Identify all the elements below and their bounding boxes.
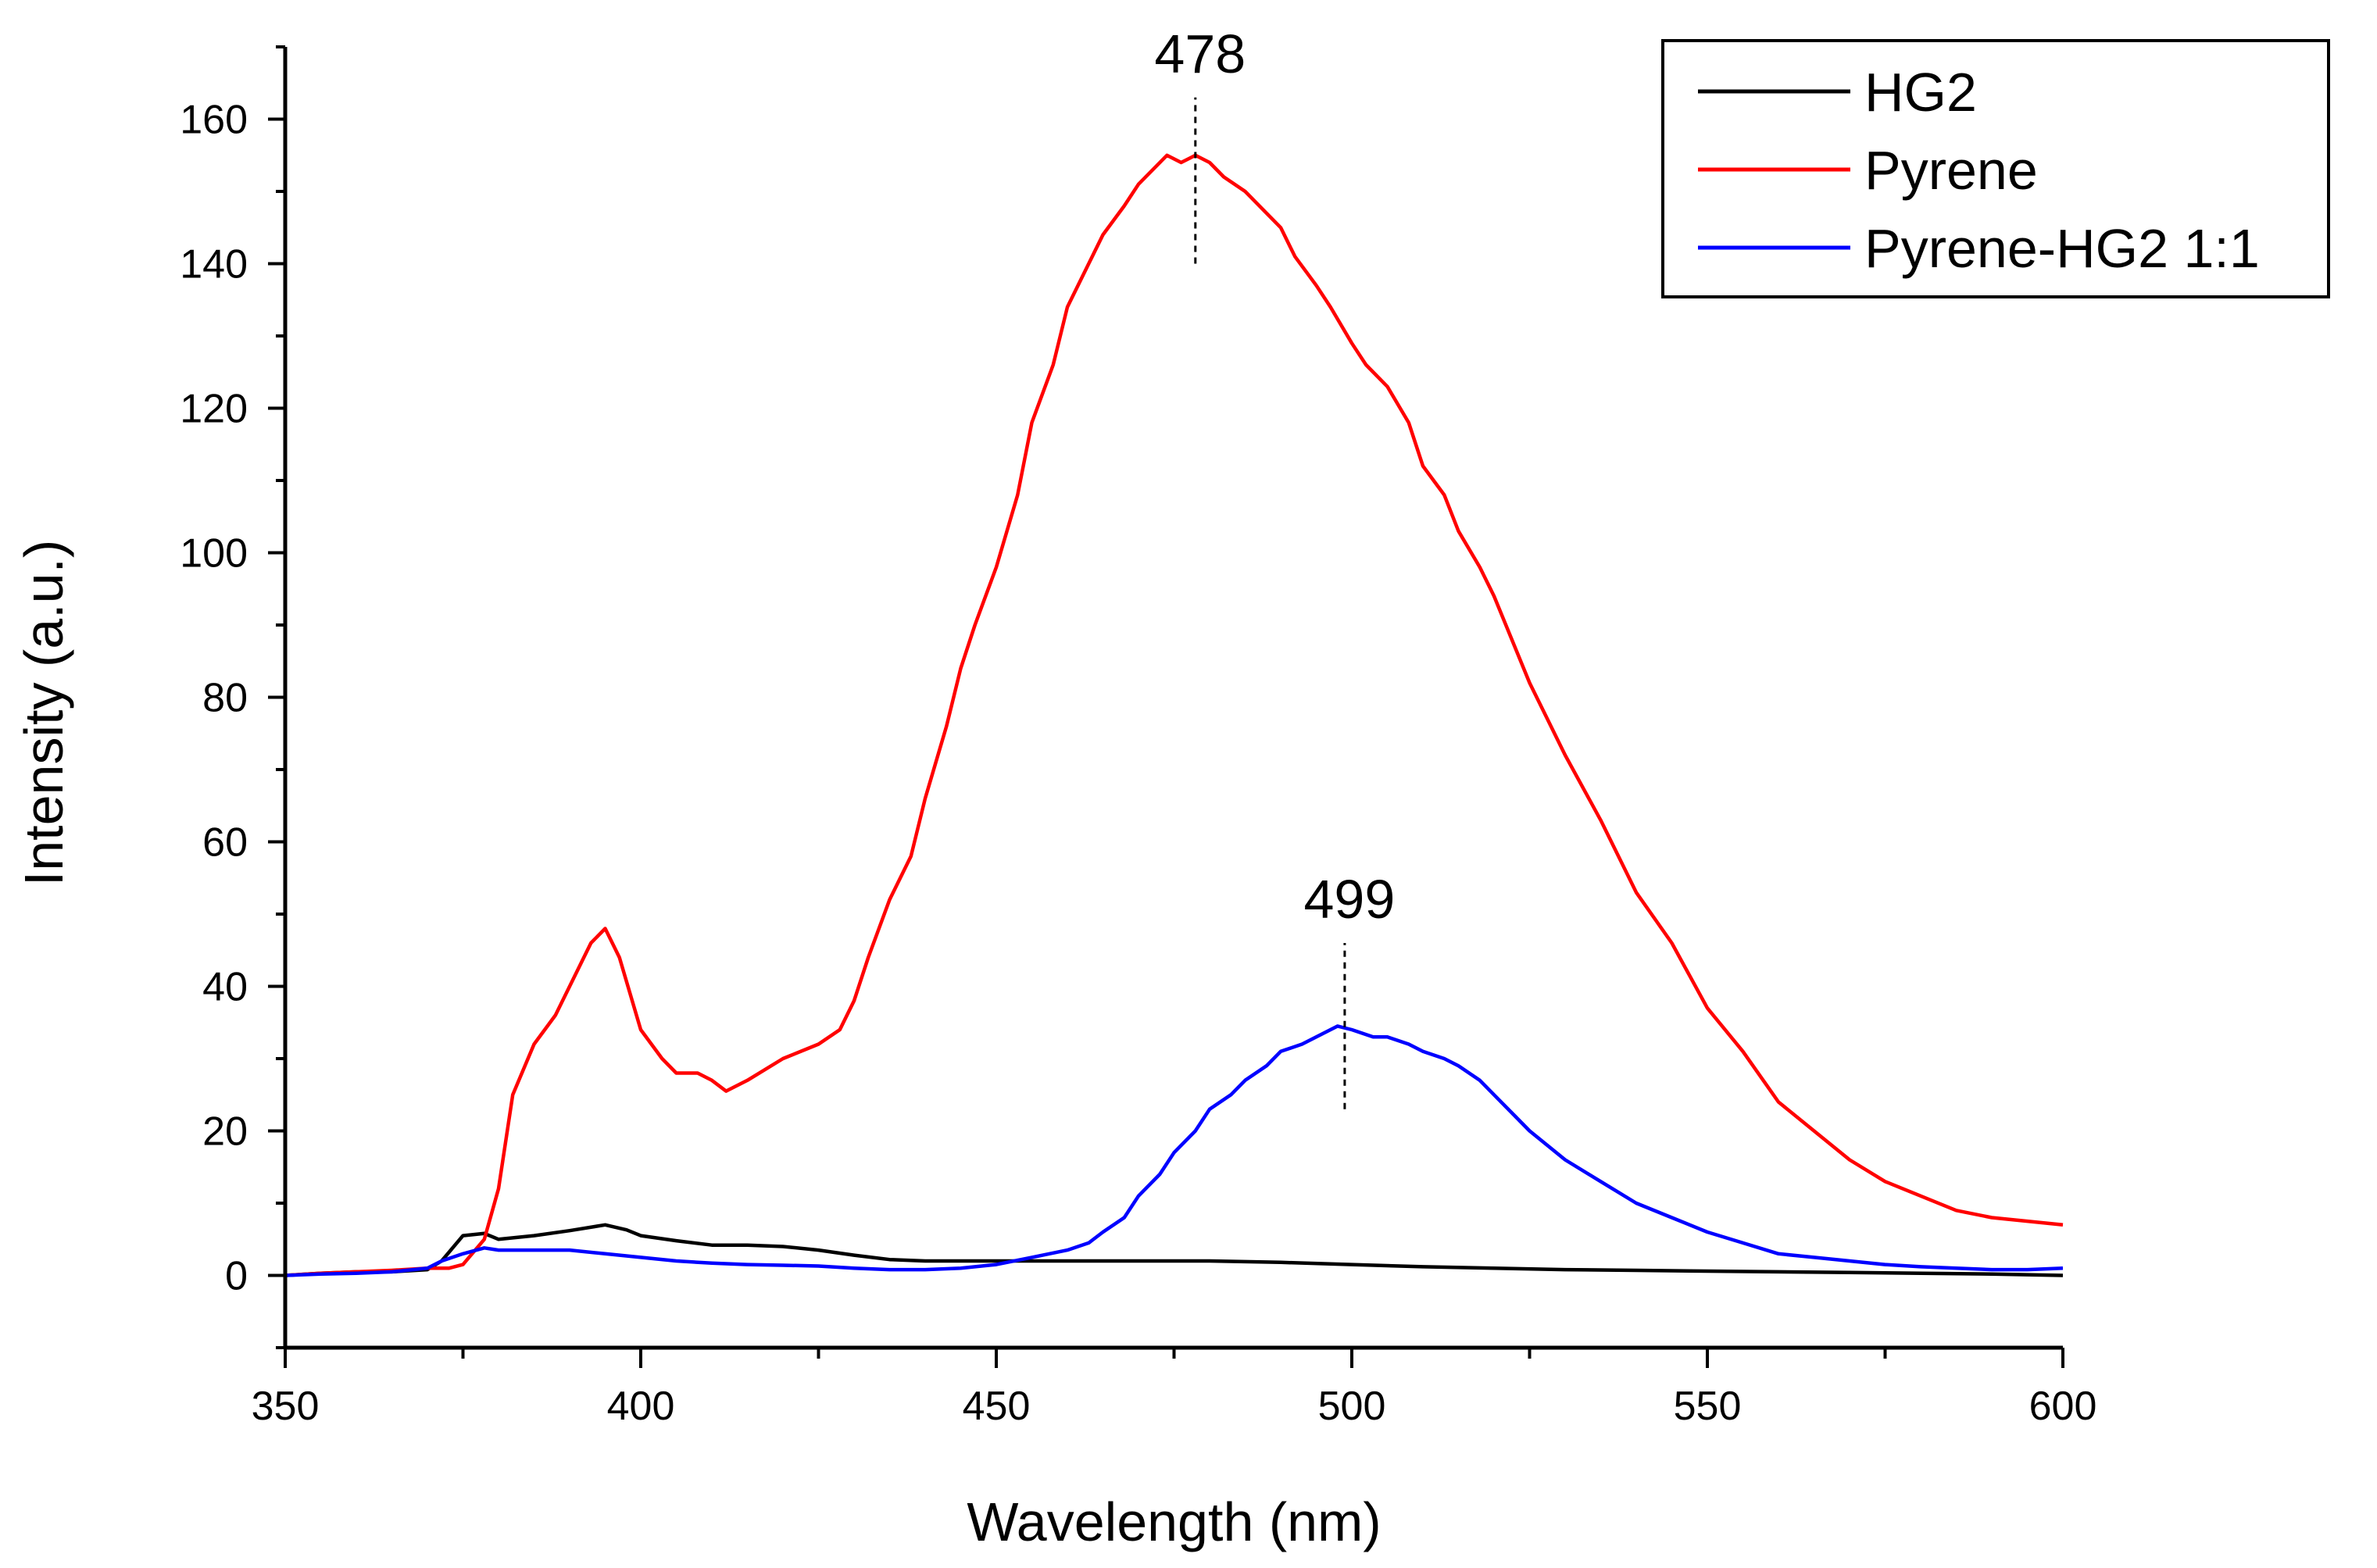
y-tick-label: 120 — [180, 387, 248, 432]
y-tick-label: 20 — [202, 1109, 248, 1155]
y-tick-label: 100 — [180, 531, 248, 577]
x-tick-label: 400 — [607, 1384, 675, 1429]
y-tick-label: 80 — [202, 676, 248, 721]
y-axis-title: Intensity (a.u.) — [13, 540, 74, 887]
annotation-label-1: 499 — [1304, 869, 1396, 930]
x-tick-label: 500 — [1318, 1384, 1386, 1429]
series-line-1 — [284, 153, 2064, 1277]
series-line-2 — [284, 1024, 2064, 1277]
legend: HG2 Pyrene Pyrene-HG2 1:1 — [1661, 39, 2330, 298]
x-ticks: 350 400 450 500 550 600 — [252, 1348, 2097, 1429]
series-line-0 — [284, 1223, 2064, 1277]
legend-label-0: HG2 — [1864, 62, 1977, 123]
annotation-label-0: 478 — [1154, 23, 1246, 84]
legend-label-2: Pyrene-HG2 1:1 — [1864, 218, 2260, 279]
x-axis-title: Wavelength (nm) — [967, 1491, 1381, 1552]
x-tick-label: 550 — [1674, 1384, 1742, 1429]
axes: 0 20 40 60 80 100 120 140 160 350 400 450 500 550 600 — [180, 45, 2097, 1429]
x-tick-label: 600 — [2029, 1384, 2097, 1429]
y-tick-label: 0 — [225, 1254, 248, 1299]
y-tick-label: 140 — [180, 242, 248, 288]
annotations: 478 499 — [1154, 23, 1395, 1109]
y-tick-label: 160 — [180, 98, 248, 143]
y-tick-label: 60 — [202, 820, 248, 866]
x-tick-label: 350 — [252, 1384, 320, 1429]
plot-layer — [284, 153, 2064, 1277]
x-tick-label: 450 — [963, 1384, 1031, 1429]
y-tick-label: 40 — [202, 965, 248, 1010]
y-ticks: 0 20 40 60 80 100 120 140 160 — [180, 45, 285, 1349]
legend-label-1: Pyrene — [1864, 140, 2038, 201]
